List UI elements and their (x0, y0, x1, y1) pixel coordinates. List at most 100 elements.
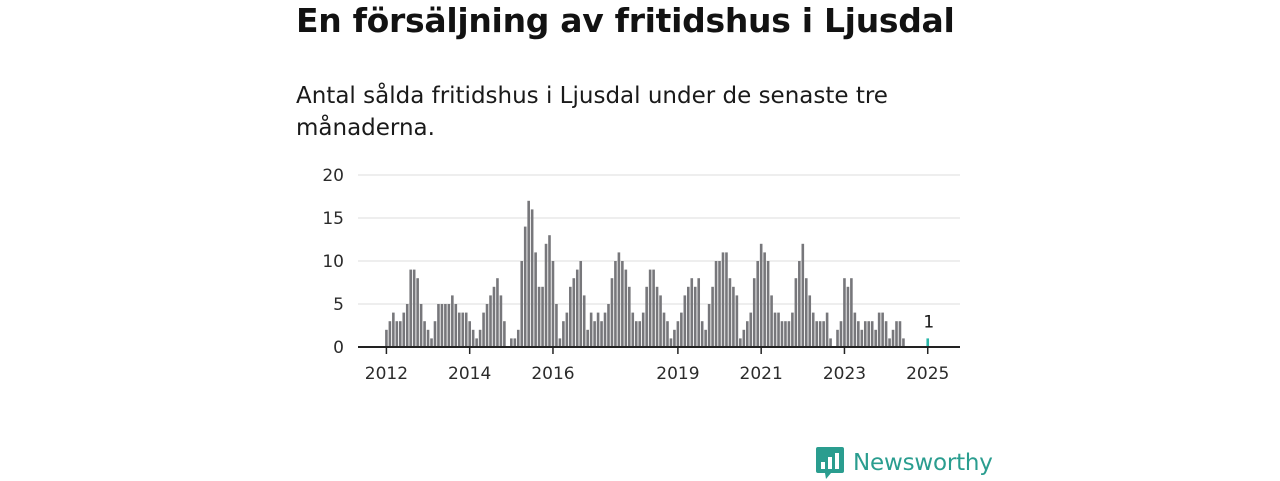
bar (846, 286, 850, 347)
bar (534, 252, 537, 347)
bar (843, 278, 846, 347)
bar (402, 312, 406, 347)
bar (680, 312, 683, 347)
bar (732, 286, 735, 347)
bar (798, 261, 801, 347)
bar (600, 321, 603, 347)
bar (614, 261, 617, 347)
bar (638, 321, 642, 347)
bar (742, 329, 746, 347)
bar (398, 321, 402, 347)
bar (589, 312, 593, 347)
x-tick-label-2023: 2023 (823, 364, 866, 384)
x-tick-label-2021: 2021 (740, 364, 783, 384)
bar (395, 321, 399, 347)
bar (822, 321, 825, 347)
bar (513, 338, 517, 347)
bar (444, 304, 447, 347)
x-tick-label-2019: 2019 (656, 364, 699, 384)
bar (527, 200, 530, 347)
bar (468, 321, 471, 347)
bar (770, 295, 773, 347)
bar (818, 321, 822, 347)
x-tick-label-2025: 2025 (906, 364, 949, 384)
bar (704, 329, 707, 347)
bar (607, 304, 610, 347)
bar (707, 304, 711, 347)
bar (503, 321, 506, 347)
bar (725, 252, 728, 347)
bar (565, 312, 569, 347)
bar (596, 312, 600, 347)
bar (784, 321, 787, 347)
bar (739, 338, 742, 347)
y-tick-label-0: 0 (333, 338, 344, 358)
x-axis-ticks: 2012 2014 2016 2019 2021 2023 2025 (365, 347, 949, 384)
bar (451, 295, 454, 347)
bar (648, 269, 652, 347)
bar (641, 312, 645, 347)
bar (676, 321, 680, 347)
bar (530, 209, 534, 347)
bar (416, 278, 419, 347)
x-tick-label-2014: 2014 (448, 364, 491, 384)
bar (877, 312, 881, 347)
bar (870, 321, 874, 347)
y-axis-tick-labels: 0 5 10 15 20 (322, 166, 344, 358)
bar (884, 321, 888, 347)
bar (510, 338, 513, 347)
bar (815, 321, 818, 347)
chart-title: En försäljning av fritidshus i Ljusdal (296, 1, 955, 40)
bar (697, 278, 701, 347)
bar (464, 312, 468, 347)
bar (829, 338, 832, 347)
bar (447, 304, 451, 347)
bar (575, 269, 579, 347)
brand-logo: Newsworthy (815, 445, 993, 481)
bar (621, 261, 624, 347)
bar (523, 226, 527, 347)
x-tick-label-2012: 2012 (365, 364, 408, 384)
bar (610, 278, 614, 347)
bar (496, 278, 499, 347)
bar (839, 321, 843, 347)
bar (860, 329, 864, 347)
bar (811, 312, 815, 347)
brand-name: Newsworthy (853, 450, 993, 476)
x-tick-label-2016: 2016 (531, 364, 574, 384)
bar (669, 338, 673, 347)
bar (745, 321, 749, 347)
bar (752, 278, 756, 347)
bar (433, 321, 437, 347)
bar (593, 321, 596, 347)
bar (655, 286, 659, 347)
bar (867, 321, 871, 347)
bar (898, 321, 902, 347)
bar (544, 243, 548, 347)
bar (787, 321, 791, 347)
y-tick-label-10: 10 (322, 252, 344, 272)
bar (718, 261, 721, 347)
bar (471, 329, 475, 347)
bar (693, 286, 697, 347)
bar (485, 304, 489, 347)
bar (756, 261, 759, 347)
bar-highlight (926, 338, 930, 347)
bar (749, 312, 753, 347)
bar (888, 338, 891, 347)
bar (582, 295, 586, 347)
bar (440, 304, 444, 347)
bar (777, 312, 780, 347)
bar (634, 321, 638, 347)
bar (659, 295, 662, 347)
bar (881, 312, 884, 347)
bar (461, 312, 465, 347)
bar (631, 312, 635, 347)
bar (728, 278, 732, 347)
bar (454, 304, 458, 347)
bar (666, 321, 669, 347)
bar (690, 278, 694, 347)
bar (773, 312, 777, 347)
bar (645, 286, 648, 347)
bar (405, 304, 409, 347)
